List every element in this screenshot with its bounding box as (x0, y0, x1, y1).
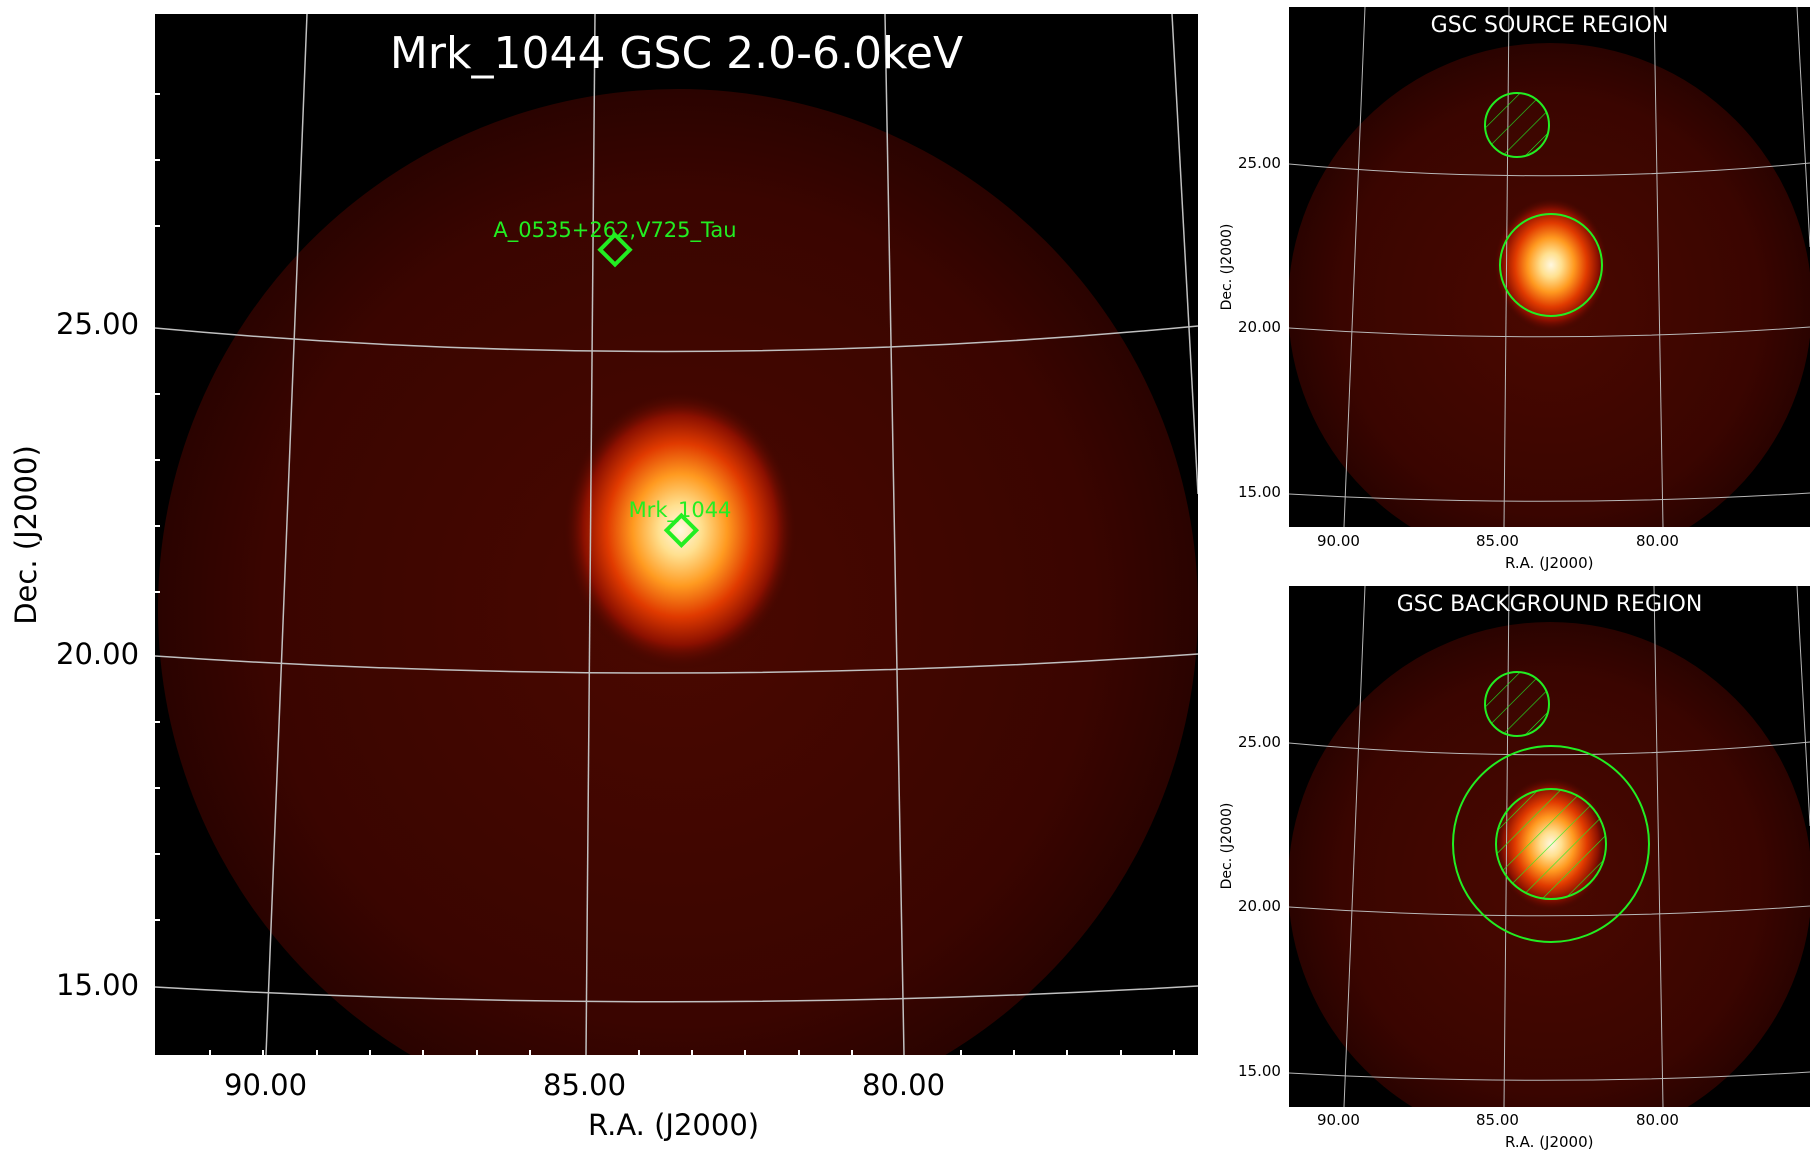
main-xtick-90: 90.00 (224, 1068, 308, 1102)
source-extraction-circle (1499, 213, 1603, 317)
src-ylabel: Dec. (J2000) (1219, 223, 1235, 311)
source-region-map (1289, 7, 1810, 527)
coordinate-grid (155, 14, 1198, 1055)
main-xtick-85: 85.00 (543, 1068, 627, 1102)
src-ytick-20: 20.00 (1238, 318, 1281, 336)
excluded-source-circle (1484, 671, 1550, 737)
main-ytick-20: 20.00 (56, 637, 140, 671)
background-excluded-source-circle (1495, 788, 1607, 900)
background-panel-title: GSC BACKGROUND REGION (1396, 592, 1703, 617)
main-ytick-15: 15.00 (56, 968, 140, 1002)
src-xtick-90: 90.00 (1317, 532, 1360, 550)
bright-source-glow (1493, 197, 1609, 333)
main-ylabel: Dec. (J2000) (9, 445, 43, 625)
source-marker-mrk1044 (663, 512, 700, 548)
axis-ticks (155, 93, 1175, 1055)
bkg-xtick-90: 90.00 (1317, 1111, 1360, 1129)
bkg-ytick-15: 15.00 (1238, 1062, 1281, 1080)
main-image-panel: A_0535+262,V725_Tau Mrk_1044 Mrk_1044 GS… (155, 14, 1198, 1055)
main-sky-map: A_0535+262,V725_Tau Mrk_1044 (155, 14, 1198, 1055)
bkg-xtick-80: 80.00 (1636, 1111, 1679, 1129)
source-label-mrk1044: Mrk_1044 (629, 498, 732, 523)
src-xtick-85: 85.00 (1476, 532, 1519, 550)
main-xlabel: R.A. (J2000) (588, 1108, 760, 1142)
source-label-a0535: A_0535+262,V725_Tau (493, 218, 736, 243)
main-title: Mrk_1044 GSC 2.0-6.0keV (389, 28, 964, 79)
source-marker-a0535 (597, 232, 633, 268)
src-xlabel: R.A. (J2000) (1505, 554, 1594, 572)
coordinate-grid (1289, 7, 1810, 527)
bright-source-glow (562, 390, 798, 670)
main-xtick-80: 80.00 (862, 1068, 946, 1102)
source-panel-title: GSC SOURCE REGION (1430, 13, 1669, 38)
bkg-ylabel: Dec. (J2000) (1219, 802, 1235, 890)
src-xtick-80: 80.00 (1636, 532, 1679, 550)
excluded-source-circle (1484, 92, 1550, 158)
src-ytick-25: 25.00 (1238, 154, 1281, 172)
bkg-xlabel: R.A. (J2000) (1505, 1133, 1594, 1151)
bkg-ytick-20: 20.00 (1238, 897, 1281, 915)
background-region-map (1289, 586, 1810, 1107)
source-region-panel: GSC SOURCE REGION (1289, 7, 1810, 527)
main-ytick-25: 25.00 (56, 307, 140, 341)
bkg-ytick-25: 25.00 (1238, 733, 1281, 751)
bkg-xtick-85: 85.00 (1476, 1111, 1519, 1129)
background-outer-circle (1452, 745, 1650, 943)
src-ytick-15: 15.00 (1238, 483, 1281, 501)
background-region-panel: GSC BACKGROUND REGION (1289, 586, 1810, 1107)
